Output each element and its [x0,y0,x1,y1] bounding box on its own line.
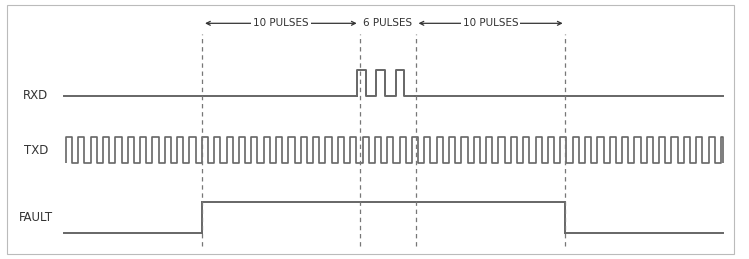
Text: RXD: RXD [23,89,49,102]
Text: 6 PULSES: 6 PULSES [363,18,413,28]
Text: 10 PULSES: 10 PULSES [463,18,518,28]
Text: TXD: TXD [24,144,48,157]
Text: 10 PULSES: 10 PULSES [253,18,309,28]
Text: FAULT: FAULT [19,211,53,224]
